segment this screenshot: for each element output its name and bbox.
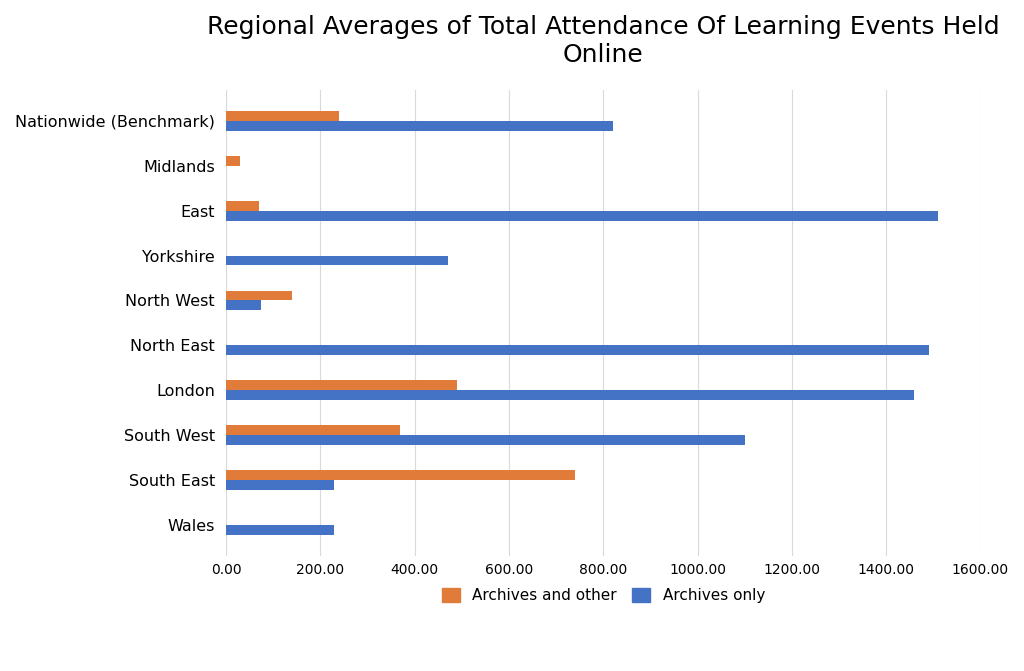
- Bar: [226, 211, 938, 221]
- Bar: [226, 435, 744, 445]
- Bar: [226, 391, 914, 400]
- Bar: [226, 425, 400, 435]
- Bar: [226, 201, 259, 211]
- Bar: [226, 346, 929, 355]
- Title: Regional Averages of Total Attendance Of Learning Events Held
Online: Regional Averages of Total Attendance Of…: [207, 15, 999, 67]
- Bar: [226, 291, 292, 301]
- Bar: [226, 380, 457, 391]
- Bar: [226, 301, 261, 310]
- Bar: [226, 525, 335, 535]
- Bar: [226, 470, 574, 480]
- Bar: [226, 256, 447, 266]
- Bar: [226, 121, 612, 131]
- Bar: [226, 480, 335, 490]
- Bar: [226, 111, 339, 121]
- Bar: [226, 156, 241, 166]
- Legend: Archives and other, Archives only: Archives and other, Archives only: [435, 582, 771, 609]
